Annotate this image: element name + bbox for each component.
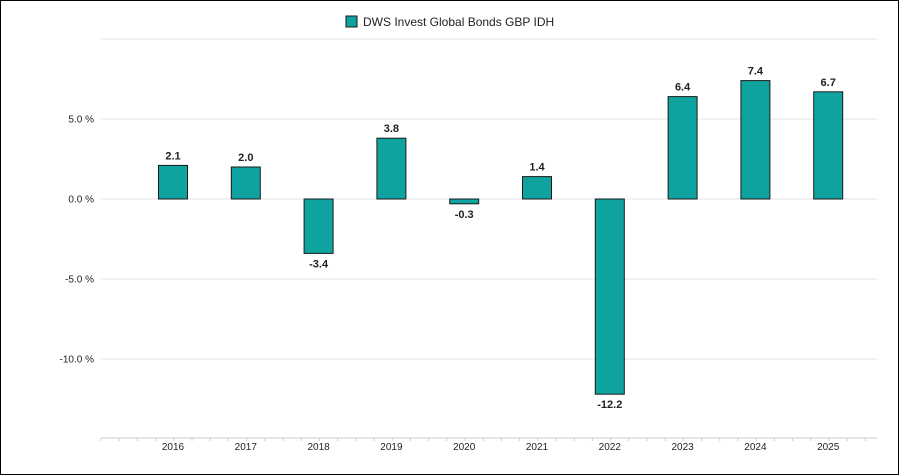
legend: DWS Invest Global Bonds GBP IDH	[345, 15, 554, 29]
x-tick-label: 2022	[599, 442, 622, 453]
x-tick-label: 2016	[162, 442, 185, 453]
legend-swatch	[345, 15, 358, 28]
bar-2025	[813, 91, 844, 200]
bar-2019	[376, 137, 407, 200]
data-label-2022: -12.2	[597, 399, 622, 411]
bar-2022	[594, 198, 625, 395]
data-label-2025: 6.7	[821, 77, 836, 89]
data-label-2024: 7.4	[748, 66, 764, 78]
y-tick-label: 5.0 %	[68, 115, 94, 126]
bar-2016	[158, 164, 188, 200]
legend-label: DWS Invest Global Bonds GBP IDH	[363, 15, 554, 29]
data-label-2017: 2.0	[238, 152, 253, 164]
y-tick-label: -5.0 %	[65, 275, 94, 286]
x-tick-label: 2024	[744, 442, 767, 453]
y-tick-label: -10.0 %	[60, 355, 95, 366]
x-axis: 2016 2017 2018 2019 2020 2021 2022 2023 2024 2025	[100, 437, 877, 453]
data-label-2019: 3.8	[384, 123, 399, 135]
bar-2024	[740, 80, 771, 200]
x-tick-label: 2018	[307, 442, 330, 453]
bars	[158, 80, 844, 395]
x-tick-label: 2017	[235, 442, 258, 453]
y-axis-ticks: 5.0 % 0.0 % -5.0 % -10.0 %	[60, 115, 95, 366]
data-label-2023: 6.4	[675, 82, 691, 94]
data-label-2020: -0.3	[455, 209, 474, 221]
bar-2021	[522, 176, 552, 200]
bar-2020	[449, 198, 480, 205]
data-label-2021: 1.4	[529, 162, 545, 174]
bar-2018	[303, 198, 334, 254]
data-labels: 2.1 2.0 -3.4 3.8 -0.3 1.4 -12.2 6.4 7.4 6.7	[165, 66, 835, 412]
x-tick-label: 2020	[453, 442, 476, 453]
x-tick-label: 2025	[817, 442, 840, 453]
x-tick-label: 2019	[380, 442, 403, 453]
data-label-2016: 2.1	[165, 150, 180, 162]
x-tick-label: 2021	[526, 442, 549, 453]
data-label-2018: -3.4	[309, 258, 329, 270]
bar-2023	[667, 96, 698, 200]
bar-2017	[230, 166, 261, 200]
x-tick-label: 2023	[671, 442, 694, 453]
y-tick-label: 0.0 %	[68, 195, 94, 206]
